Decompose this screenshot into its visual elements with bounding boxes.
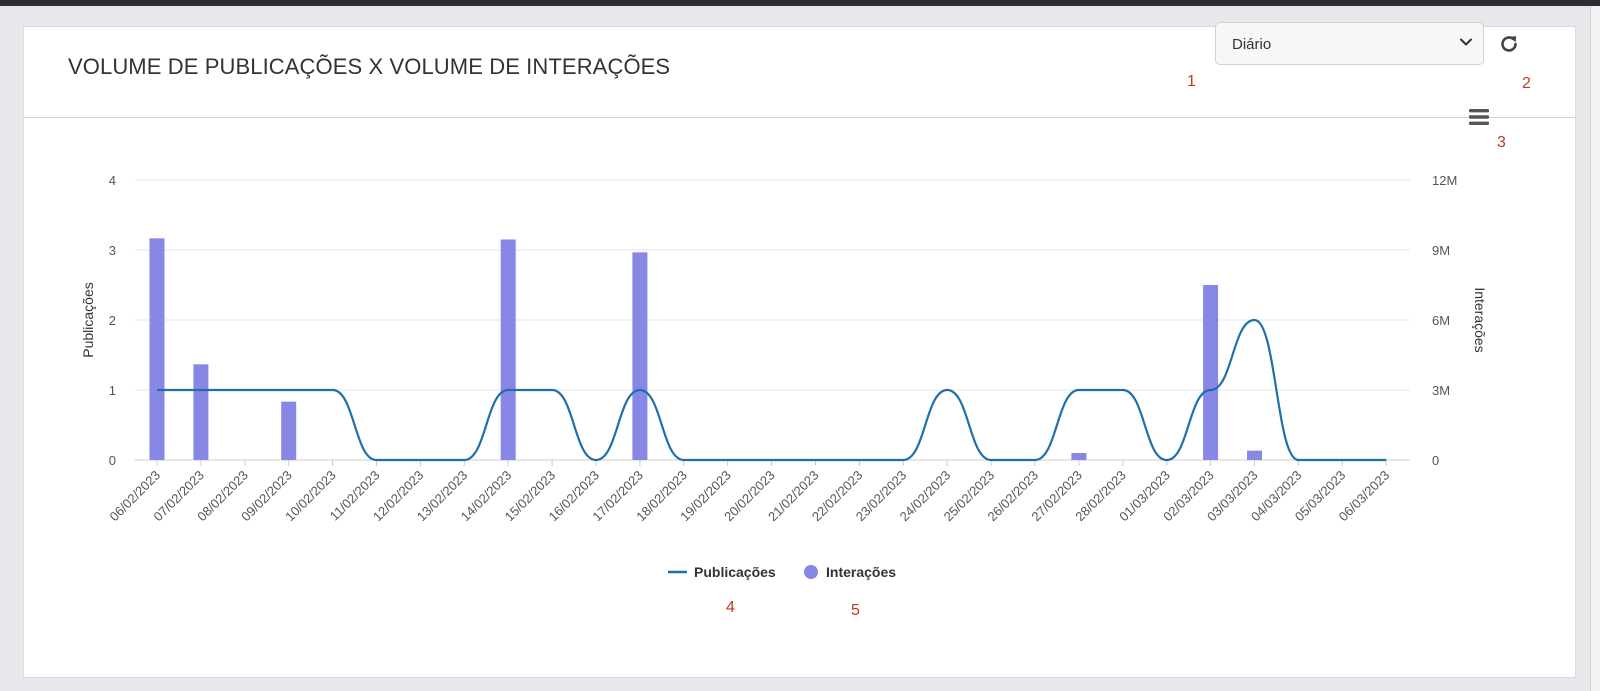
annotation-2: 2 — [1522, 75, 1531, 92]
y-left-tick-label: 3 — [109, 243, 116, 258]
page-scrollbar[interactable] — [1590, 6, 1600, 691]
y-right-tick-label: 9M — [1432, 243, 1450, 258]
annotation-3: 3 — [1497, 134, 1506, 151]
refresh-icon[interactable] — [1497, 32, 1521, 56]
period-select[interactable]: Diário — [1215, 22, 1484, 65]
annotation-1: 1 — [1187, 73, 1196, 90]
chart-title: VOLUME DE PUBLICAÇÕES X VOLUME DE INTERA… — [68, 54, 671, 79]
bar-interacoes[interactable] — [500, 239, 516, 461]
legend-item-interacoes[interactable]: Interações — [804, 564, 896, 580]
line-publicacoes[interactable] — [157, 318, 1387, 462]
y-left-tick-label: 1 — [109, 383, 116, 398]
card-header: VOLUME DE PUBLICAÇÕES X VOLUME DE INTERA… — [24, 27, 1575, 118]
y-right-tick-label: 0 — [1432, 453, 1439, 468]
bar-interacoes[interactable] — [193, 364, 209, 460]
legend-item-publicacoes[interactable]: Publicações — [668, 564, 776, 580]
y-left-tick-label: 2 — [109, 313, 116, 328]
bar-interacoes[interactable] — [1203, 285, 1219, 460]
bar-interacoes[interactable] — [1071, 453, 1087, 460]
hamburger-menu-icon[interactable] — [1467, 107, 1491, 127]
y-right-tick-label: 12M — [1432, 173, 1457, 188]
y-right-tick-label: 3M — [1432, 383, 1450, 398]
annotation-4: 4 — [726, 599, 735, 616]
y-right-tick-label: 6M — [1432, 313, 1450, 328]
legend-label: Interações — [826, 564, 896, 580]
y-right-axis-title: Interações — [1472, 287, 1488, 352]
bar-interacoes[interactable] — [1247, 450, 1262, 460]
chart-card: VOLUME DE PUBLICAÇÕES X VOLUME DE INTERA… — [23, 26, 1576, 678]
bar-interacoes[interactable] — [632, 252, 648, 460]
bar-interacoes[interactable] — [281, 401, 297, 460]
legend-dot-swatch — [804, 565, 818, 579]
annotation-5: 5 — [851, 602, 860, 619]
legend-label: Publicações — [694, 564, 776, 580]
window-top-bar — [0, 0, 1600, 6]
y-left-tick-label: 0 — [109, 453, 116, 468]
chevron-down-icon — [1460, 38, 1472, 46]
bar-interacoes[interactable] — [149, 238, 165, 460]
period-select-value: Diário — [1232, 36, 1272, 53]
y-left-tick-label: 4 — [109, 173, 116, 188]
y-left-axis-title: Publicações — [80, 282, 96, 358]
